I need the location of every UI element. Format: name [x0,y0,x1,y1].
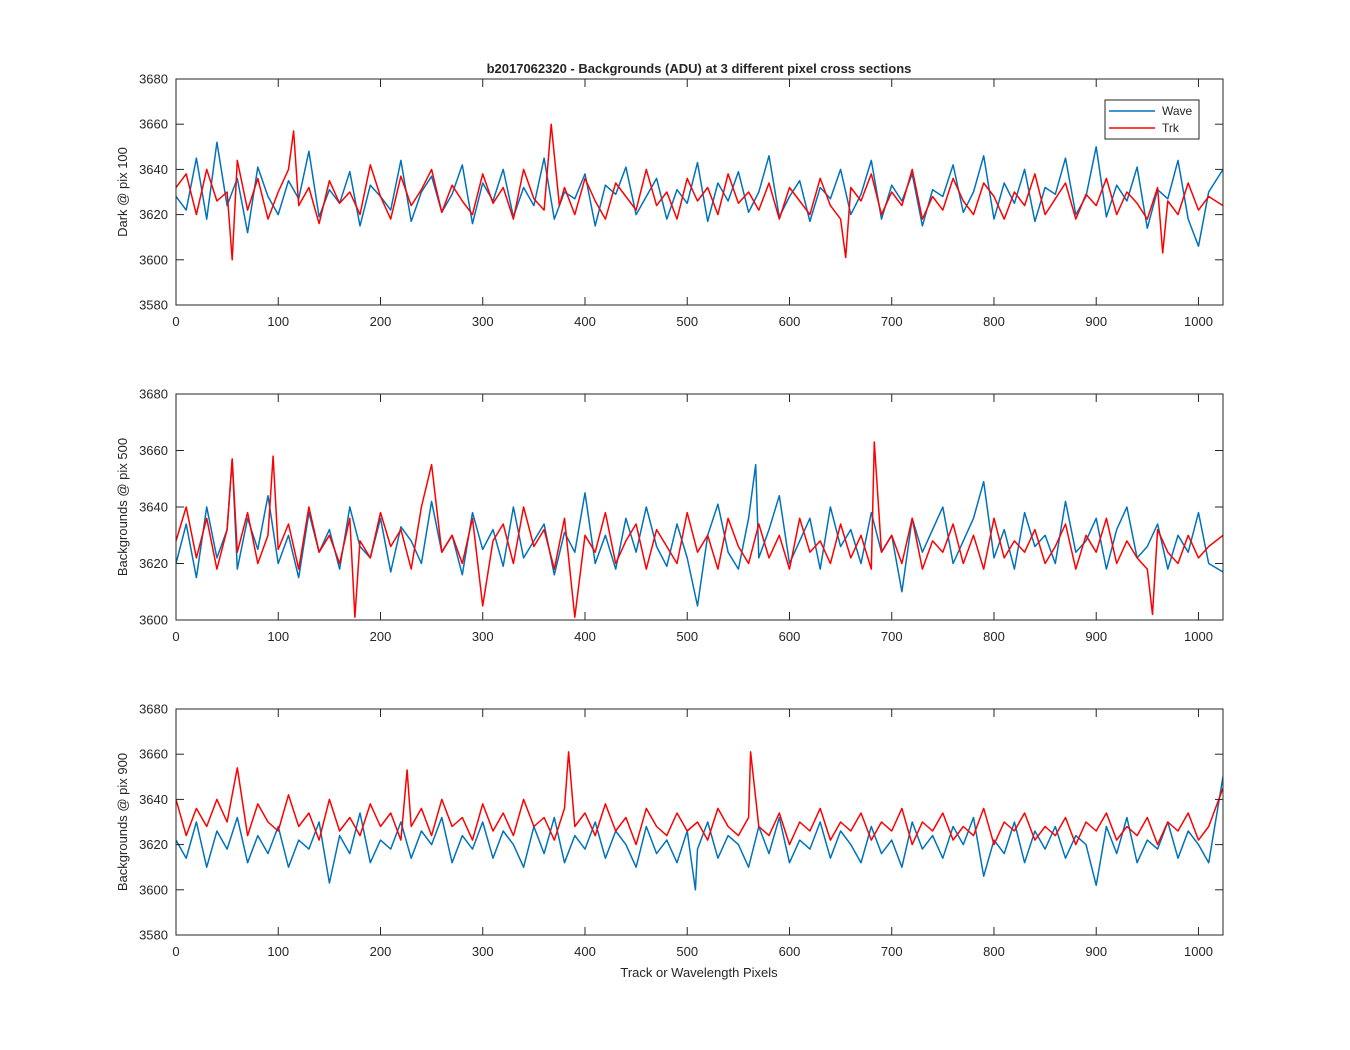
y-tick-label: 3680 [139,387,168,402]
subplot-3: 0 100 200 300 400 500 600 700 800 900 1000 3580 3600… [115,702,1224,959]
x-tick-label: 800 [983,944,1005,959]
x-tick-label: 900 [1085,629,1107,644]
x-axis-label: Track or Wavelength Pixels [620,965,778,980]
y-tick-label: 3620 [139,207,168,222]
y-tick-label: 3600 [139,613,168,628]
x-tick-label: 1000 [1184,314,1213,329]
x-tick-label: 100 [267,314,289,329]
series-line-trk [176,123,1223,261]
x-tick-label: 500 [676,944,698,959]
y-axis-label: Dark @ pix 100 [115,147,130,237]
y-tick-label: 3580 [139,298,168,313]
x-tick-label: 100 [267,944,289,959]
x-tick-label: 1000 [1184,629,1213,644]
y-axis-label: Backgrounds @ pix 500 [115,438,130,576]
series-line-trk [176,441,1223,618]
x-tick-label: 900 [1085,314,1107,329]
x-tick-label: 700 [881,314,903,329]
series-line-wave [176,776,1223,891]
x-tick-label: 300 [472,314,494,329]
x-tick-label: 200 [370,314,392,329]
x-tick-label: 0 [172,314,179,329]
x-tick-label: 0 [172,629,179,644]
y-tick-label: 3640 [139,792,168,807]
x-tick-label: 600 [779,944,801,959]
x-tick-label: 800 [983,629,1005,644]
y-tick-label: 3620 [139,837,168,852]
axes-box [175,78,1224,306]
y-tick-label: 3680 [139,72,168,87]
x-tick-label: 700 [881,944,903,959]
axes-box [175,708,1224,936]
x-tick-label: 200 [370,629,392,644]
y-tick-label: 3640 [139,500,168,515]
plot-area [176,709,1223,935]
y-tick-label: 3660 [139,443,168,458]
x-tick-label: 300 [472,944,494,959]
x-tick-label: 400 [574,629,596,644]
x-tick-label: 300 [472,629,494,644]
subplots: 0 100 200 300 400 500 600 700 800 900 100035803600… [115,72,1224,959]
y-tick-label: 3660 [139,747,168,762]
x-tick-label: 200 [370,944,392,959]
plot-area [176,79,1223,305]
x-tick-label: 600 [779,629,801,644]
figure-title: b2017062320 - Backgrounds (ADU) at 3 dif… [487,61,912,76]
y-axis-label: Backgrounds @ pix 900 [115,753,130,891]
legend[interactable]: Wave Trk [1104,99,1200,140]
series-line-trk [176,751,1223,846]
series-line-wave [176,141,1223,247]
y-tick-label: 3680 [139,702,168,717]
x-tick-label: 700 [881,629,903,644]
x-tick-label: 600 [779,314,801,329]
legend-box [1104,99,1200,140]
y-tick-label: 3660 [139,117,168,132]
y-tick-label: 3580 [139,928,168,943]
y-tick-label: 3600 [139,252,168,267]
x-tick-label: 500 [676,629,698,644]
y-tick-label: 3640 [139,162,168,177]
x-tick-label: 100 [267,629,289,644]
x-tick-label: 900 [1085,944,1107,959]
x-tick-label: 0 [172,944,179,959]
x-tick-label: 400 [574,944,596,959]
y-tick-label: 3620 [139,556,168,571]
x-tick-label: 1000 [1184,944,1213,959]
x-tick-label: 500 [676,314,698,329]
subplot-1: 0 100 200 300 400 500 600 700 800 900 1000 3580 3600… [115,72,1224,329]
x-tick-label: 400 [574,314,596,329]
legend-label-wave: Wave [1162,104,1193,118]
x-tick-label: 800 [983,314,1005,329]
legend-label-trk: Trk [1162,121,1180,135]
subplot-2: 0 100 200 300 400 500 600 700 800 900 1000 3600 3620… [115,387,1224,644]
y-tick-label: 3600 [139,882,168,897]
